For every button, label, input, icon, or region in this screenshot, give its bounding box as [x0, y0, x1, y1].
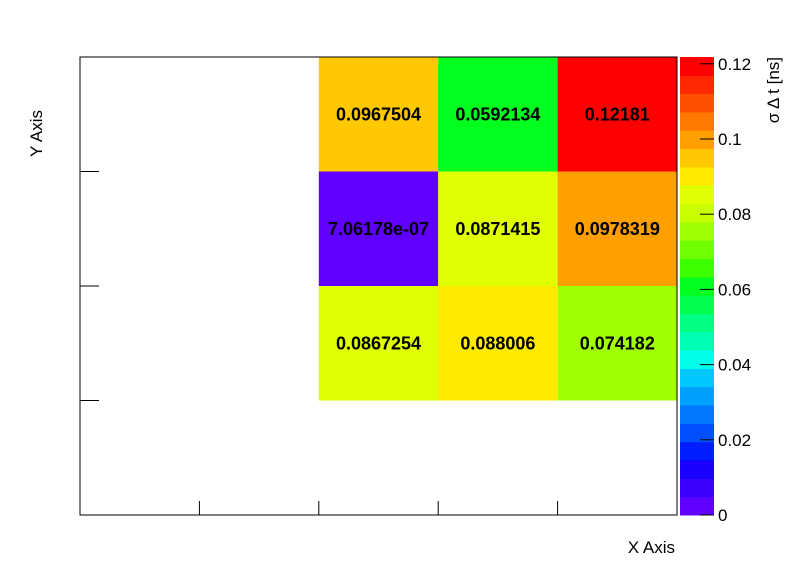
heatmap-cell [438, 171, 558, 286]
cell-value-label: 0.0867254 [336, 333, 421, 353]
colorbar-tick-label: 0.1 [718, 130, 742, 149]
cell-value-label: 7.06178e-07 [328, 219, 429, 239]
heatmap-cell [557, 286, 677, 401]
colorbar-segment [680, 57, 714, 76]
colorbar-tick-label: 0.04 [718, 356, 751, 375]
heatmap-cell [318, 286, 439, 401]
colorbar-segment [680, 111, 714, 131]
colorbar-segment [680, 496, 714, 516]
colorbar-segment [680, 203, 714, 223]
colorbar-segment [680, 221, 714, 241]
x-axis-title: X Axis [628, 538, 675, 557]
colorbar-segment [680, 276, 714, 296]
colorbar-segment [680, 240, 714, 260]
cell-value-label: 0.0592134 [455, 104, 540, 124]
colorbar-segment [680, 258, 714, 278]
colorbar-segment [680, 441, 714, 461]
cell-value-label: 0.074182 [580, 333, 655, 353]
colorbar-segment [680, 405, 714, 424]
cell-value-label: 0.0978319 [575, 219, 660, 239]
colorbar-tick-label: 0 [718, 506, 727, 525]
colorbar-segment [680, 460, 714, 479]
colorbar-segment [680, 331, 714, 351]
heatmap-cell [318, 57, 439, 172]
colorbar-tick-label: 0.12 [718, 55, 751, 74]
y-axis-title: Y Axis [27, 110, 46, 157]
cell-value-label: 0.12181 [585, 104, 650, 124]
colorbar-segment [680, 295, 714, 314]
colorbar-segment [680, 386, 714, 406]
colorbar-segment [680, 148, 714, 168]
colorbar-segment [680, 130, 714, 150]
heatmap-cell [557, 57, 677, 172]
colorbar-segment [680, 478, 714, 498]
cell-value-label: 0.0967504 [336, 104, 421, 124]
colorbar-segment [680, 185, 714, 205]
colorbar-tick-label: 0.02 [718, 431, 751, 450]
colorbar: 0 0.02 0.04 0.06 0.08 0.1 0.12 [680, 55, 751, 525]
colorbar-segment [680, 166, 714, 186]
heatmap-cell [318, 171, 439, 286]
cell-value-label: 0.088006 [460, 333, 535, 353]
cell-value-label: 0.0871415 [455, 219, 540, 239]
colorbar-tick-label: 0.06 [718, 280, 751, 299]
cells-layer: 0.0867254 0.088006 0.074182 7.06178e-07 0.08… [318, 57, 677, 401]
heatmap-cell [438, 57, 558, 172]
colorbar-tick-label: 0.08 [718, 205, 751, 224]
heatmap-cell [557, 171, 677, 286]
colorbar-segment [680, 350, 714, 369]
colorbar-segment [680, 423, 714, 443]
colorbar-segment [680, 93, 714, 113]
heatmap-cell [438, 286, 558, 401]
colorbar-segment [680, 75, 714, 95]
axis-ticks [80, 171, 559, 515]
colorbar-segment [680, 313, 714, 333]
colorbar-segment [680, 368, 714, 388]
colorbar-title: σ Δ t [ns] [764, 57, 783, 123]
